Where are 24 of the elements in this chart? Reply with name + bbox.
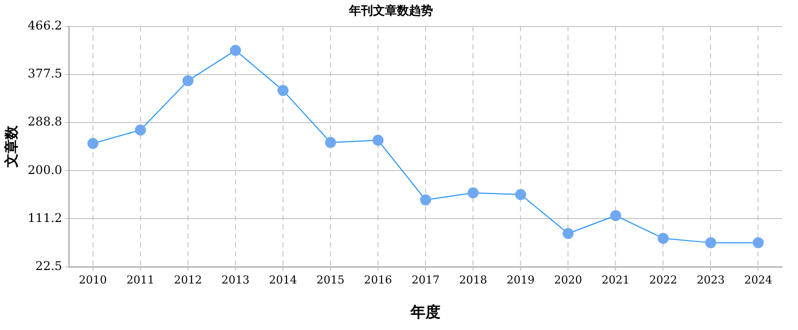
x-tick-label: 2024 — [744, 273, 772, 286]
x-tick-label: 2012 — [174, 273, 202, 286]
y-tick-label: 200.0 — [28, 162, 62, 177]
chart-title: 年刊文章数趋势 — [348, 3, 433, 18]
x-tick-label: 2010 — [78, 273, 107, 286]
x-tick-label: 2014 — [269, 273, 298, 286]
x-tick-label: 2017 — [412, 273, 440, 286]
y-tick-label: 111.2 — [28, 210, 62, 225]
x-axis-title: 年度 — [410, 302, 441, 321]
x-tick-label: 2021 — [602, 273, 630, 286]
y-axis-title: 文章数 — [3, 124, 20, 169]
x-tick-label: 2022 — [649, 273, 678, 286]
x-tick-label: 2015 — [316, 273, 345, 286]
x-tick-label: 2016 — [364, 273, 392, 286]
x-tick-label: 2011 — [126, 273, 154, 286]
y-tick-label: 288.8 — [28, 114, 62, 129]
x-tick-label: 2018 — [459, 273, 488, 286]
y-tick-label: 466.2 — [28, 18, 62, 33]
x-tick-label: 2013 — [221, 273, 250, 286]
x-tick-label: 2020 — [554, 273, 582, 286]
y-tick-label: 22.5 — [35, 258, 62, 273]
x-tick-label: 2023 — [696, 273, 725, 286]
y-tick-label: 377.5 — [28, 66, 62, 81]
x-tick-label: 2019 — [506, 273, 535, 286]
